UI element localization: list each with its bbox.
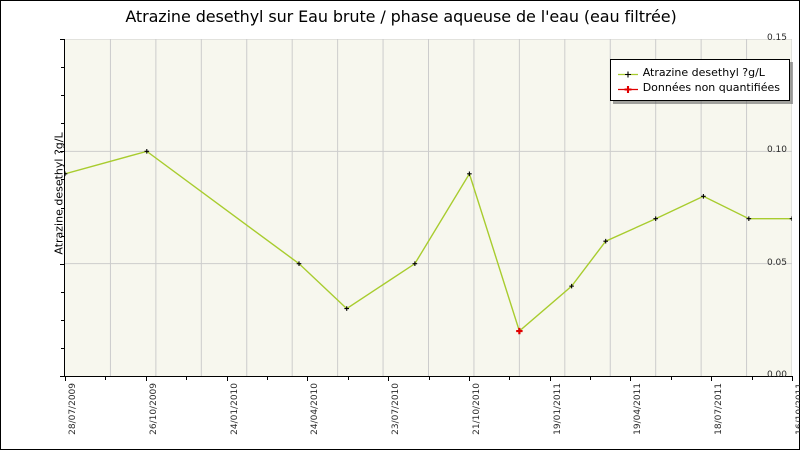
y-tick-mark — [60, 39, 65, 40]
x-tick-mark — [145, 376, 147, 381]
y-tick-minor — [61, 95, 65, 97]
x-tick-minor — [509, 376, 511, 380]
x-tick-label: 18/07/2011 — [714, 383, 725, 435]
legend-label-nonquantified: Données non quantifiées — [642, 81, 780, 94]
legend-label-series: Atrazine desethyl ?g/L — [642, 66, 765, 79]
y-tick-mark — [60, 376, 65, 377]
y-tick-minor — [61, 67, 65, 69]
y-tick-mark — [60, 151, 65, 153]
x-tick-minor — [670, 376, 672, 380]
x-tick-label: 26/10/2009 — [148, 383, 159, 435]
x-tick-label: 24/04/2010 — [310, 383, 321, 435]
data-point-markers — [65, 149, 792, 335]
x-tick-label: 19/04/2011 — [633, 383, 644, 435]
y-tick-mark — [60, 263, 65, 265]
y-tick-minor — [61, 123, 65, 125]
legend-line-icon — [617, 66, 639, 79]
y-axis-title: Atrazine desethyl ?g/L — [52, 132, 66, 255]
y-tick-label: 0.00 — [766, 370, 787, 380]
y-tick-minor — [61, 179, 65, 181]
y-tick-minor — [61, 207, 65, 209]
x-tick-minor — [105, 376, 107, 380]
y-tick-minor — [61, 319, 65, 321]
y-tick-label: 0.15 — [766, 33, 787, 43]
x-tick-mark — [468, 376, 470, 381]
x-tick-minor — [347, 376, 349, 380]
x-tick-label: 21/10/2010 — [471, 383, 482, 435]
x-tick-minor — [266, 376, 268, 380]
x-tick-minor — [186, 376, 188, 380]
chart-legend: Atrazine desethyl ?g/L Données non quant… — [609, 59, 790, 101]
legend-item-nonquantified: Données non quantifiées — [617, 80, 780, 95]
x-tick-mark — [226, 376, 228, 381]
legend-marker-icon — [617, 81, 639, 94]
x-tick-label: 24/01/2010 — [229, 383, 240, 435]
x-tick-mark — [630, 376, 632, 381]
legend-item-series: Atrazine desethyl ?g/L — [617, 65, 780, 80]
x-tick-mark — [388, 376, 390, 381]
x-tick-label: 19/01/2011 — [552, 383, 563, 435]
x-tick-mark — [65, 376, 66, 381]
x-tick-label: 16/10/2011 — [795, 383, 800, 435]
y-tick-label: 0.05 — [766, 257, 787, 268]
y-tick-minor — [61, 291, 65, 293]
y-tick-minor — [61, 347, 65, 349]
x-tick-mark — [307, 376, 309, 381]
x-tick-minor — [428, 376, 430, 380]
x-tick-minor — [751, 376, 753, 380]
x-tick-label: 23/07/2010 — [391, 383, 402, 435]
y-tick-label: 0.10 — [766, 145, 787, 156]
x-tick-mark — [792, 376, 793, 381]
x-tick-mark — [549, 376, 551, 381]
x-tick-mark — [711, 376, 713, 381]
x-tick-minor — [590, 376, 592, 380]
chart-title: Atrazine desethyl sur Eau brute / phase … — [125, 7, 677, 26]
horizontal-gridlines — [65, 39, 792, 265]
plot-area: Atrazine desethyl ?g/L 0.00 0.05 0.10 0.15 … — [53, 34, 800, 435]
y-tick-minor — [61, 235, 65, 237]
x-tick-label: 28/07/2009 — [68, 383, 78, 435]
